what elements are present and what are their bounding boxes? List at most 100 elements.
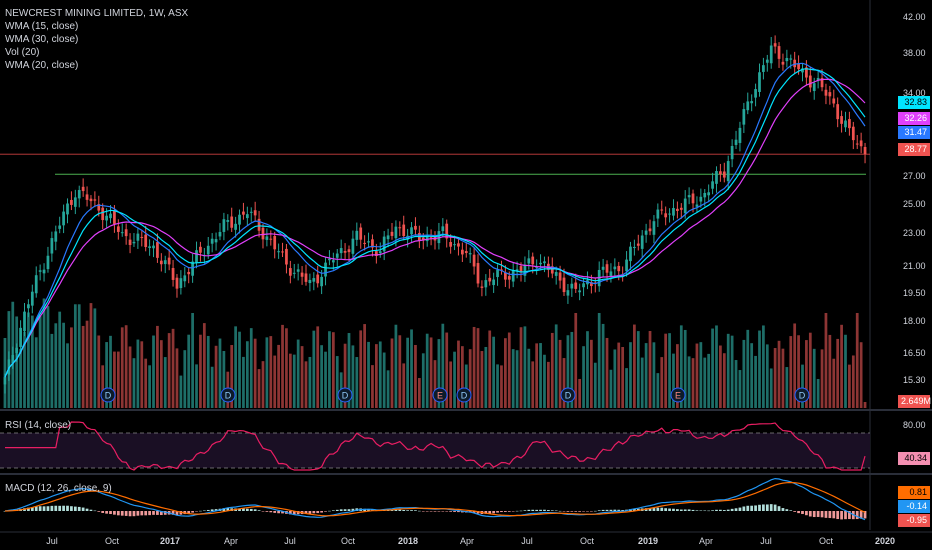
candle — [265, 228, 269, 247]
volume-bar — [433, 360, 437, 408]
time-axis-label: Apr — [459, 536, 475, 546]
candle — [11, 346, 15, 369]
macd-hist-bar — [206, 509, 210, 511]
candle — [132, 233, 136, 247]
candle — [124, 223, 128, 245]
macd-hist-bar — [62, 505, 65, 511]
candle-body — [175, 277, 179, 289]
candle-body — [519, 266, 523, 273]
candle-body — [113, 210, 116, 224]
candle-body — [429, 237, 433, 239]
candle-body — [848, 119, 851, 129]
volume-bar — [601, 323, 605, 408]
macd-hist-bar — [226, 507, 230, 511]
volume-bar — [812, 348, 816, 408]
candle-body — [398, 227, 402, 229]
volume-bar — [441, 323, 445, 408]
candle-body — [793, 59, 797, 68]
volume-bar — [730, 335, 734, 408]
volume-bar — [167, 333, 171, 408]
candle-body — [695, 204, 699, 207]
macd-hist-bar — [711, 510, 714, 511]
candle-body — [492, 279, 496, 286]
candle — [609, 263, 613, 283]
candle — [773, 35, 777, 54]
candle-body — [750, 101, 754, 104]
candle — [335, 249, 339, 267]
event-marker-circle — [670, 387, 686, 403]
macd-hist-bar — [832, 511, 836, 519]
candle — [199, 241, 202, 262]
candle — [218, 223, 222, 241]
candle-body — [816, 77, 820, 81]
candle-body — [206, 245, 210, 255]
volume-bar — [742, 339, 746, 408]
price-tick-label: 25.00 — [903, 198, 926, 209]
candle — [144, 225, 148, 252]
volume-bar — [617, 342, 621, 408]
volume-bar — [539, 343, 542, 408]
volume-bar — [367, 341, 370, 408]
macd-hist-bar — [120, 511, 124, 516]
volume-bar — [296, 339, 300, 408]
legend-volume[interactable]: Vol (20) — [5, 47, 40, 58]
symbol-title[interactable]: NEWCREST MINING LIMITED, 1W, ASX — [5, 8, 189, 19]
macd-legend[interactable]: MACD (12, 26, close, 9) — [5, 483, 112, 494]
candle-body — [249, 211, 253, 213]
candle-body — [441, 226, 445, 232]
rsi-legend[interactable]: RSI (14, close) — [5, 420, 72, 431]
candle — [398, 221, 402, 237]
volume-bar — [312, 330, 316, 408]
volume-bar — [374, 344, 378, 408]
volume-bar — [324, 351, 327, 408]
macd-hist-bar — [261, 511, 265, 512]
legend-wma20[interactable]: WMA (20, close) — [5, 60, 79, 71]
candle — [281, 242, 284, 258]
volume-bar — [625, 368, 628, 408]
candle-body — [609, 271, 613, 277]
candle-body — [707, 192, 711, 196]
volume-bar — [128, 346, 132, 408]
event-marker: E — [432, 387, 448, 403]
event-marker-label: E — [437, 391, 443, 401]
candle — [711, 172, 714, 195]
volume-bar — [547, 361, 550, 408]
volume-bar — [19, 349, 22, 408]
volume-bar — [640, 357, 644, 408]
macd-hist-bar — [222, 508, 226, 511]
candle — [488, 269, 492, 286]
volume-bar — [672, 353, 675, 408]
macd-hist-bar — [66, 505, 69, 511]
candle-body — [167, 257, 171, 265]
macd-hist-bar — [726, 509, 730, 511]
volume-bar — [484, 346, 488, 408]
macd-hist-bar — [54, 505, 58, 511]
macd-hist-bar — [722, 510, 726, 511]
candle-body — [62, 211, 65, 226]
wma15-line — [4, 62, 866, 378]
macd-hist-bar — [109, 511, 112, 515]
candle — [652, 215, 656, 244]
volume-bar — [468, 349, 472, 408]
legend-wma15[interactable]: WMA (15, close) — [5, 21, 79, 32]
macd-hist-bar — [163, 511, 167, 515]
macd-hist-bar — [656, 507, 660, 511]
candle-body — [347, 249, 351, 253]
price-tick-label: 19.50 — [903, 287, 926, 298]
candle-body — [191, 261, 194, 276]
candle-body — [453, 244, 456, 246]
macd-hist-bar — [820, 511, 824, 518]
legend-wma30[interactable]: WMA (30, close) — [5, 34, 79, 45]
macd-hist-bar — [523, 510, 527, 511]
macd-hist-bar — [515, 510, 519, 512]
candle — [402, 215, 406, 241]
candle-body — [245, 214, 249, 219]
volume-bar — [652, 342, 656, 408]
macd-hist-bar — [437, 511, 441, 512]
candle-body — [410, 227, 413, 235]
candle-body — [640, 235, 644, 249]
candle — [359, 223, 363, 249]
candle — [687, 187, 691, 205]
macd-hist-bar — [421, 511, 425, 512]
